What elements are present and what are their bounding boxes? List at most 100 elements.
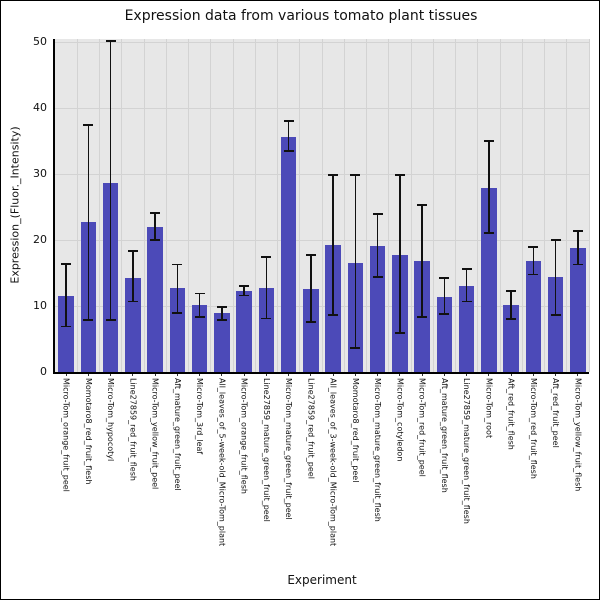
x-tick-label: Momotaro8_red_fruit_peel <box>350 378 360 483</box>
error-bar-cap <box>305 254 316 257</box>
error-bar-cap <box>528 245 539 248</box>
error-bar-cap <box>572 229 583 232</box>
error-bar-cap <box>127 250 138 253</box>
x-tick-label: Micro-Tom_yellow_fruit_flesh <box>573 378 583 492</box>
error-bar-cap <box>394 332 405 334</box>
gridline-vertical <box>366 39 367 372</box>
error-bar-cap <box>550 313 561 316</box>
error-bar-line <box>532 246 535 275</box>
y-tick-label: 0 <box>40 365 47 378</box>
x-tick-mark <box>221 373 223 376</box>
error-bar-cap <box>506 318 517 321</box>
plot-area <box>55 39 590 372</box>
gridline-vertical <box>544 39 545 372</box>
error-bar-cap <box>194 292 205 295</box>
error-bar-cap <box>216 305 227 308</box>
x-tick-mark <box>488 373 490 376</box>
x-tick-mark <box>65 373 67 376</box>
bar <box>303 288 319 372</box>
gridline-vertical <box>165 39 167 372</box>
x-tick-label: Momotaro8_red_fruit_flesh <box>83 378 93 485</box>
error-bar-line <box>65 263 67 327</box>
x-tick-mark <box>510 373 512 376</box>
error-bar-cap <box>239 294 250 297</box>
gridline-vertical <box>588 39 590 372</box>
error-bar-cap <box>439 277 450 280</box>
bar <box>458 285 475 372</box>
x-tick-label: Micro-Tom_red_fruit_peel <box>417 378 427 477</box>
x-tick-mark <box>132 373 134 376</box>
error-bar-cap <box>461 300 472 303</box>
error-bar-line <box>443 278 446 314</box>
x-tick-mark <box>577 373 579 376</box>
y-axis-label: Expression_(Fluor._Intensity) <box>8 126 22 284</box>
error-bar-line <box>488 141 490 233</box>
error-bar-cap <box>216 319 227 321</box>
x-tick-label: Aft_red_fruit_flesh <box>506 378 516 450</box>
error-bar-cap <box>372 276 383 278</box>
bar <box>547 277 564 372</box>
bar <box>258 288 275 372</box>
error-bar-line <box>176 264 179 314</box>
error-bar-cap <box>328 313 339 316</box>
bar <box>214 313 230 372</box>
error-bar-line <box>221 306 223 320</box>
error-bar-cap <box>305 320 316 323</box>
x-tick-mark <box>265 373 267 376</box>
error-bar-cap <box>61 262 72 265</box>
x-tick-label: Micro-Tom_orange_fruit_flesh <box>239 378 249 494</box>
bar <box>236 290 252 372</box>
bar <box>280 136 297 372</box>
x-tick-mark <box>421 373 423 376</box>
x-tick-mark <box>110 373 112 376</box>
error-bar-cap <box>261 255 272 258</box>
x-tick-mark <box>243 373 245 376</box>
error-bar-cap <box>61 325 72 328</box>
gridline-vertical <box>477 39 479 372</box>
error-bar-cap <box>283 119 294 122</box>
bar <box>525 260 542 372</box>
gridline-vertical <box>210 39 212 372</box>
chart-title: Expression data from various tomato plan… <box>124 8 478 24</box>
x-tick-mark <box>199 373 201 376</box>
gridline-vertical <box>299 39 301 372</box>
error-bar-line <box>376 213 379 278</box>
x-tick-label: Micro-Tom_mature_green_fruit_peel <box>284 378 294 520</box>
error-bar-cap <box>483 140 494 143</box>
error-bar-cap <box>394 173 405 176</box>
gridline-vertical <box>99 39 100 372</box>
x-tick-label: Aft_mature_green_fruit_peel <box>172 378 182 491</box>
error-bar-line <box>332 174 334 315</box>
y-tick-label: 50 <box>33 35 47 49</box>
bar <box>147 226 163 372</box>
bar <box>503 304 519 372</box>
gridline-vertical <box>254 39 256 372</box>
x-tick-mark <box>87 373 89 376</box>
x-tick-label: Micro-Tom_cotyledon <box>395 378 405 462</box>
x-tick-mark <box>532 373 534 376</box>
gridline-vertical <box>143 39 145 372</box>
bar <box>436 297 453 372</box>
bar <box>481 188 497 372</box>
gridline-vertical <box>343 39 345 372</box>
error-bar-cap <box>239 285 250 288</box>
y-tick-label: 20 <box>33 233 47 247</box>
gridline-vertical <box>76 39 78 372</box>
y-tick-label: 10 <box>33 299 47 313</box>
x-tick-label: Micro-Tom_hypocotyl <box>106 378 116 462</box>
gridline-vertical <box>388 39 390 372</box>
x-tick-label: Micro-Tom_mature_green_fruit_flesh <box>373 378 383 522</box>
y-axis-spine <box>53 39 55 374</box>
x-tick-mark <box>332 373 334 376</box>
error-bar-line <box>310 255 312 322</box>
error-bar-cap <box>372 212 383 215</box>
error-bar-line <box>198 293 201 317</box>
x-tick-label: Aft_red_fruit_peel <box>551 378 561 448</box>
x-tick-mark <box>310 373 312 376</box>
gridline-vertical <box>566 39 568 372</box>
bar <box>191 304 208 372</box>
error-bar-cap <box>439 313 450 315</box>
error-bar-cap <box>483 231 494 234</box>
x-tick-label: Line27859_mature_green_fruit_peel <box>261 378 271 522</box>
